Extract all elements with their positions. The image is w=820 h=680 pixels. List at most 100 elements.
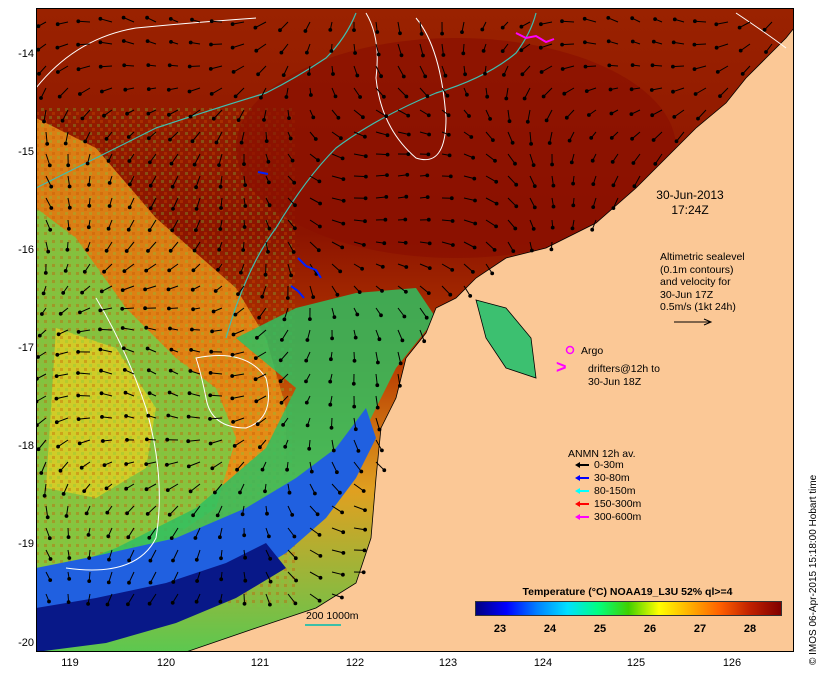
sst-time: 17:24Z: [671, 203, 709, 217]
velocity-arrow-head: [284, 95, 289, 99]
velocity-arrow: [419, 65, 426, 77]
velocity-arrow: [375, 461, 385, 471]
velocity-arrow-head: [281, 73, 286, 77]
velocity-arrow-head: [230, 352, 235, 357]
velocity-arrow-head: [471, 270, 475, 274]
velocity-arrow-head: [39, 96, 43, 100]
velocity-arrow-head: [217, 247, 222, 252]
velocity-arrow-head: [472, 176, 477, 181]
velocity-arrow-head: [382, 241, 387, 246]
velocity-arrow-head: [629, 87, 634, 92]
velocity-arrow-head: [230, 22, 235, 27]
velocity-arrow-head: [331, 448, 336, 453]
velocity-arrow-head: [242, 225, 247, 229]
velocity-arrow-head: [191, 307, 196, 312]
altimetry-line: 30-Jun 17Z: [660, 288, 714, 301]
velocity-arrow-head: [329, 425, 334, 430]
velocity-arrow-head: [531, 163, 536, 168]
velocity-arrow-head: [264, 139, 269, 144]
velocity-arrow-head: [309, 469, 314, 474]
sst-map[interactable]: [36, 8, 794, 652]
velocity-arrow-head: [144, 325, 149, 330]
colorbar-tick: 23: [493, 623, 507, 635]
velocity-arrow-head: [485, 94, 490, 99]
velocity-arrow-head: [571, 181, 575, 186]
velocity-arrow-head: [169, 161, 174, 166]
velocity-arrow-head: [329, 357, 333, 362]
sst-date: 30-Jun-2013: [656, 188, 724, 202]
velocity-arrow-head: [106, 226, 111, 231]
velocity-arrow-head: [330, 336, 335, 341]
velocity-arrow-head: [355, 73, 360, 78]
velocity-arrow: [485, 175, 497, 183]
velocity-arrow: [78, 43, 91, 46]
velocity-arrow-head: [500, 49, 505, 53]
velocity-arrow-head: [448, 292, 453, 297]
velocity-arrow-head: [36, 24, 41, 29]
velocity-arrow: [145, 263, 157, 272]
velocity-arrow-head: [401, 74, 406, 79]
velocity-arrow: [281, 329, 289, 341]
velocity-arrow-head: [121, 39, 126, 43]
velocity-arrow-head: [340, 245, 345, 250]
velocity-arrow: [213, 109, 223, 120]
velocity-arrow-head: [144, 487, 149, 492]
velocity-arrow-head: [219, 556, 223, 561]
velocity-arrow-head: [145, 346, 150, 351]
velocity-arrow-head: [380, 264, 385, 269]
velocity-arrow-head: [591, 205, 596, 210]
anmn-legend-label: 0-30m: [594, 459, 624, 471]
velocity-arrow-head: [530, 248, 534, 253]
velocity-arrow-head: [562, 91, 567, 96]
velocity-arrow: [190, 483, 201, 492]
velocity-arrow-head: [511, 249, 516, 254]
velocity-arrow: [353, 109, 364, 118]
velocity-arrow-head: [126, 535, 131, 540]
velocity-arrow-head: [630, 63, 635, 67]
velocity-arrow-head: [280, 338, 284, 342]
velocity-arrow-head: [87, 203, 92, 208]
velocity-arrow-head: [590, 158, 595, 163]
velocity-arrow: [485, 219, 497, 227]
velocity-arrow-head: [293, 556, 298, 561]
velocity-arrow-head: [76, 67, 81, 72]
velocity-arrow-head: [451, 243, 455, 247]
velocity-arrow-head: [406, 113, 411, 118]
velocity-arrow: [149, 549, 157, 561]
velocity-arrow: [255, 373, 267, 380]
argo-label: Argo: [581, 345, 604, 357]
velocity-arrow-head: [107, 557, 111, 562]
velocity-arrow-head: [243, 183, 248, 188]
sst-datetime: 30-Jun-2013 17:24Z: [640, 188, 740, 218]
velocity-arrow-head: [46, 249, 51, 254]
velocity-arrow-head: [49, 206, 54, 210]
velocity-arrow-head: [170, 184, 175, 189]
velocity-arrow: [309, 593, 320, 602]
velocity-arrow: [674, 109, 685, 118]
velocity-arrow-head: [98, 16, 103, 21]
velocity-arrow-head: [210, 329, 215, 334]
velocity-arrow-head: [292, 180, 297, 185]
velocity-arrow-head: [567, 138, 572, 143]
velocity-arrow-head: [242, 601, 247, 606]
velocity-arrow-head: [385, 152, 390, 157]
velocity-arrow-head: [253, 377, 258, 382]
velocity-arrow: [331, 549, 344, 554]
velocity-arrow-head: [385, 133, 390, 138]
velocity-arrow-head: [232, 444, 237, 448]
velocity-arrow-head: [124, 414, 128, 418]
drifter-track-blue-3: [257, 171, 269, 175]
velocity-arrow-head: [424, 315, 429, 320]
velocity-arrow-head: [208, 67, 213, 71]
velocity-arrow-head: [167, 512, 172, 517]
velocity-arrow-head: [446, 132, 451, 137]
velocity-arrow: [584, 18, 597, 23]
velocity-arrow-head: [217, 163, 221, 168]
velocity-arrow: [633, 175, 641, 187]
anmn-legend-item: 80-150m: [574, 485, 635, 497]
velocity-arrow-head: [532, 205, 537, 210]
velocity-arrow-head: [363, 527, 368, 532]
velocity-arrow-head: [78, 310, 82, 315]
velocity-arrow-head: [216, 267, 220, 272]
velocity-arrow-head: [165, 488, 170, 493]
